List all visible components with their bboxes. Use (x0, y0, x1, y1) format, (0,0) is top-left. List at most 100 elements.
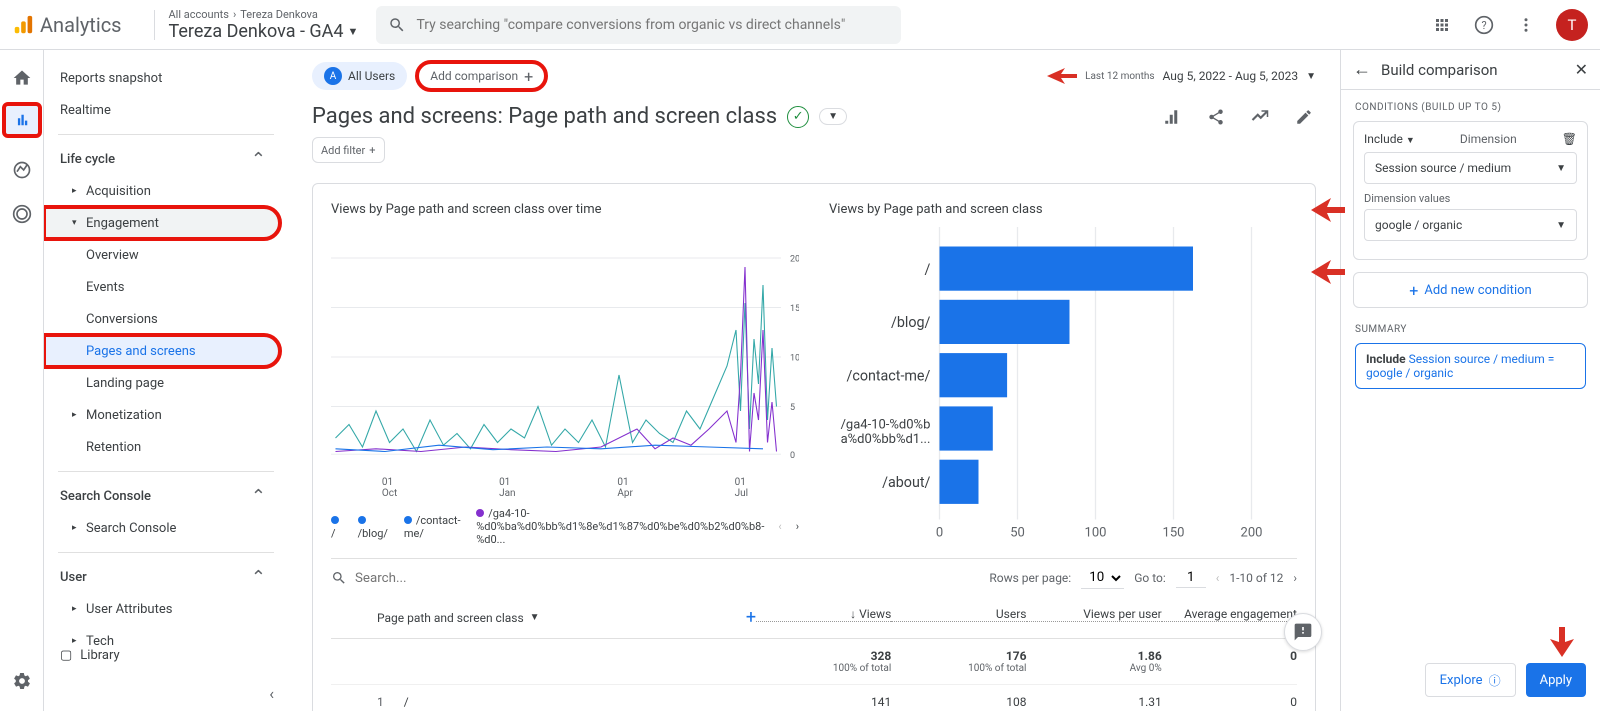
nav-user-section[interactable]: User⌃ (44, 561, 280, 593)
nav-searchconsole-section[interactable]: Search Console⌃ (44, 480, 280, 512)
apply-button[interactable]: Apply (1526, 663, 1586, 697)
nav-pages-screens[interactable]: Pages and screens (44, 335, 280, 367)
rail-ads-icon[interactable] (4, 196, 40, 232)
panel-close-icon[interactable]: ✕ (1575, 60, 1588, 79)
analytics-logo-icon (12, 14, 34, 36)
nav-reports-snapshot[interactable]: Reports snapshot (44, 62, 280, 94)
feedback-fab[interactable] (1284, 613, 1322, 651)
svg-text:100: 100 (1085, 525, 1107, 539)
customize-icon[interactable] (1160, 105, 1184, 129)
add-dimension-icon[interactable]: + (746, 607, 756, 628)
topbar: Analytics All accounts›Tereza Denkova Te… (0, 0, 1600, 50)
nav-rail (0, 50, 44, 711)
add-filter-chip[interactable]: Add filter+ (312, 137, 385, 163)
nav-lifecycle[interactable]: Life cycle⌃ (44, 143, 280, 175)
insights-icon[interactable] (1248, 105, 1272, 129)
table-pager: Rows per page:10 Go to: ‹ 1-10 of 12 › (989, 567, 1297, 589)
pager-next-icon[interactable]: › (1293, 571, 1297, 585)
svg-text:a%d0%bb%d1...: a%d0%bb%d1... (841, 432, 931, 447)
dimension-value-select[interactable]: google / organic▼ (1364, 209, 1577, 241)
svg-text:0: 0 (790, 451, 795, 461)
svg-text:/blog/: /blog/ (891, 315, 931, 331)
svg-text:15: 15 (790, 304, 799, 314)
charts-card: Views by Page path and screen class over… (312, 183, 1316, 711)
summary-chip: Include Session source / medium = google… (1355, 343, 1586, 389)
rail-home-icon[interactable] (4, 60, 40, 96)
svg-text:50: 50 (1010, 525, 1025, 539)
delete-condition-icon[interactable]: 🗑 (1562, 132, 1577, 146)
apps-icon[interactable] (1430, 13, 1454, 37)
nav-user-attributes[interactable]: ▸User Attributes (44, 593, 280, 625)
brand-text: Analytics (40, 13, 122, 37)
rows-per-page-select[interactable]: 10 (1081, 567, 1124, 589)
nav-events[interactable]: Events (44, 271, 280, 303)
add-comparison-chip[interactable]: Add comparison+ (417, 62, 546, 90)
condition-box: Include ▼ Dimension 🗑 Session source / m… (1353, 121, 1588, 260)
svg-text:5: 5 (790, 403, 795, 413)
nav-landing[interactable]: Landing page (44, 367, 280, 399)
svg-text:20: 20 (790, 255, 799, 265)
all-users-chip[interactable]: AAll Users (312, 62, 407, 90)
legend-prev-icon[interactable]: ‹ (778, 520, 781, 533)
goto-input[interactable] (1176, 568, 1206, 588)
date-range[interactable]: Last 12 months Aug 5, 2022 - Aug 5, 2023… (1047, 66, 1316, 86)
search-icon (331, 570, 347, 586)
search-input[interactable] (416, 17, 889, 33)
svg-text:/contact-me/: /contact-me/ (846, 368, 930, 384)
svg-text:/about/: /about/ (882, 475, 930, 491)
explore-button[interactable]: Exploreⓘ (1425, 663, 1516, 697)
edit-icon[interactable] (1292, 105, 1316, 129)
page-title: Pages and screens: Page path and screen … (312, 104, 777, 129)
collapse-nav-icon[interactable]: ‹ (269, 684, 274, 703)
nav-realtime[interactable]: Realtime (44, 94, 280, 126)
conditions-label: CONDITIONS (BUILD UP TO 5) (1341, 90, 1600, 121)
nav-monetization[interactable]: ▸Monetization (44, 399, 280, 431)
global-search[interactable] (376, 6, 901, 44)
nav-searchconsole[interactable]: ▸Search Console (44, 512, 280, 544)
property-selector[interactable]: All accounts›Tereza Denkova Tereza Denko… (169, 8, 359, 42)
nav-overview[interactable]: Overview (44, 239, 280, 271)
user-avatar[interactable]: T (1556, 9, 1588, 41)
table-row[interactable]: 1/ 141 108 1.31 0 (331, 684, 1297, 711)
rail-admin-icon[interactable] (4, 663, 40, 699)
main-content: AAll Users Add comparison+ Last 12 month… (288, 50, 1340, 711)
table-total-row: 328100% of total 176100% of total 1.86Av… (331, 639, 1297, 684)
svg-text:0: 0 (936, 525, 943, 539)
dimension-select[interactable]: Session source / medium▼ (1364, 152, 1577, 184)
share-icon[interactable] (1204, 105, 1228, 129)
pager-prev-icon[interactable]: ‹ (1216, 571, 1220, 585)
svg-text:/: / (924, 262, 930, 278)
svg-text:/ga4-10-%d0%b: /ga4-10-%d0%b (841, 418, 931, 433)
verified-icon: ✓ (787, 106, 809, 128)
nav-library[interactable]: ▢Library (44, 639, 280, 671)
rail-explore-icon[interactable] (4, 152, 40, 188)
bar-chart: / /blog/ /contact-me/ /ga4-10-%d0%ba%d0%… (829, 227, 1297, 487)
chart1-title: Views by Page path and screen class over… (331, 202, 799, 217)
rail-reports-icon[interactable] (4, 104, 40, 136)
title-dropdown[interactable]: ▼ (819, 108, 847, 125)
chart1-legend: / /blog/ /contact-me/ /ga4-10-%d0%ba%d0%… (331, 507, 799, 546)
logo: Analytics (12, 13, 140, 37)
side-nav: Reports snapshot Realtime Life cycle⌃ ▸A… (44, 50, 288, 711)
nav-retention[interactable]: Retention (44, 431, 280, 463)
add-condition-button[interactable]: +Add new condition (1353, 272, 1588, 308)
comparison-panel: ← Build comparison ✕ CONDITIONS (BUILD U… (1340, 50, 1600, 711)
svg-text:150: 150 (1163, 525, 1185, 539)
svg-text:?: ? (1481, 19, 1486, 32)
nav-acquisition[interactable]: ▸Acquisition (44, 175, 280, 207)
line-chart: 20 15 10 5 0 (331, 227, 799, 487)
include-dropdown-icon[interactable]: ▼ (1406, 136, 1415, 146)
svg-text:200: 200 (1241, 525, 1263, 539)
chart2-title: Views by Page path and screen class (829, 202, 1297, 217)
nav-engagement[interactable]: ▾Engagement (44, 207, 280, 239)
more-icon[interactable] (1514, 13, 1538, 37)
table-header: Page path and screen class ▼ + ↓ Views U… (331, 597, 1297, 639)
search-icon (388, 16, 406, 34)
panel-back-icon[interactable]: ← (1353, 59, 1371, 80)
panel-title: Build comparison (1381, 61, 1565, 79)
table-search[interactable] (331, 570, 989, 586)
help-icon[interactable]: ? (1472, 13, 1496, 37)
legend-next-icon[interactable]: › (796, 520, 799, 533)
nav-conversions[interactable]: Conversions (44, 303, 280, 335)
svg-text:10: 10 (790, 354, 799, 364)
